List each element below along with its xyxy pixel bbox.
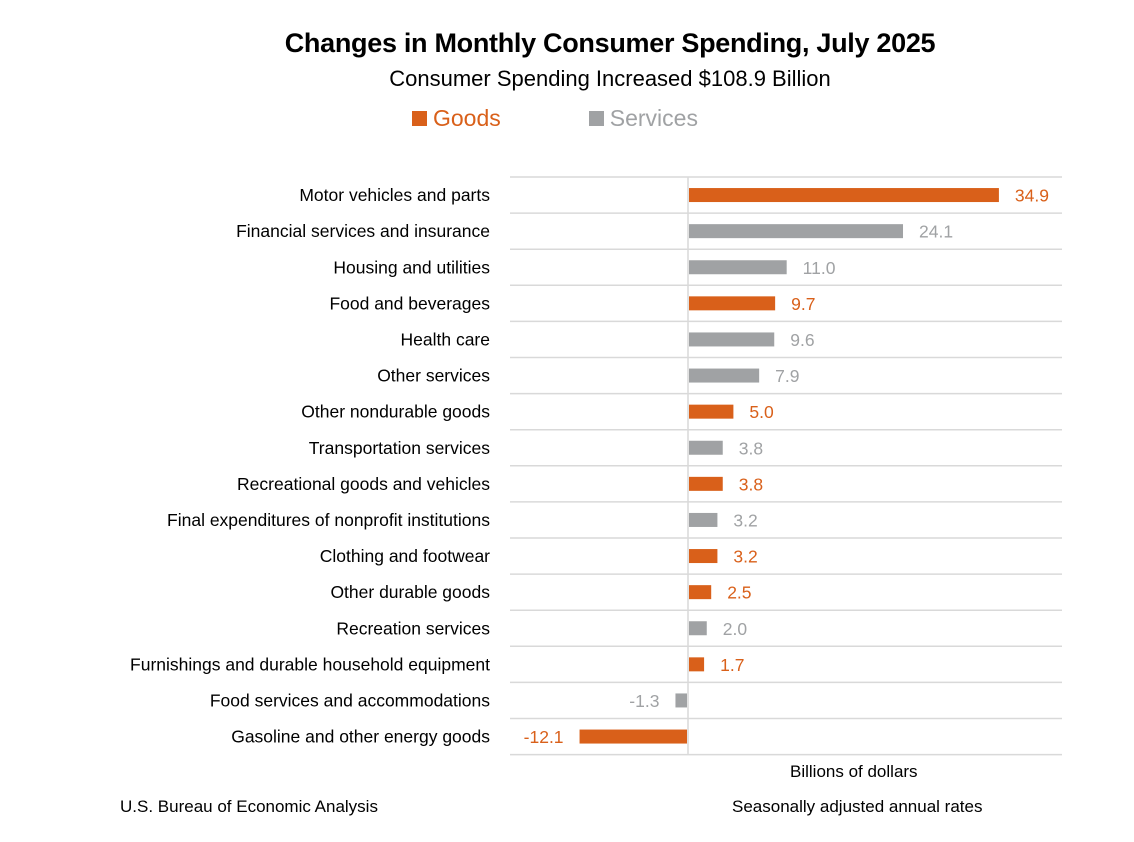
data-label: -1.3 — [629, 691, 659, 711]
category-label: Furnishings and durable household equipm… — [130, 654, 490, 674]
legend-swatch-goods — [412, 111, 427, 126]
data-label: 3.8 — [739, 474, 763, 494]
bar — [689, 260, 787, 275]
bar — [689, 657, 705, 672]
category-label: Other nondurable goods — [301, 402, 490, 422]
legend: Goods Services — [412, 105, 786, 132]
data-label: 11.0 — [803, 258, 836, 278]
bar — [689, 332, 775, 347]
source-note: U.S. Bureau of Economic Analysis — [120, 797, 378, 816]
category-label: Motor vehicles and parts — [299, 185, 490, 205]
legend-item-services: Services — [588, 105, 698, 132]
legend-item-goods: Goods — [412, 105, 501, 132]
bar — [689, 224, 904, 239]
data-label: 3.2 — [733, 510, 757, 530]
bar — [689, 512, 718, 527]
x-axis-label: Billions of dollars — [790, 762, 918, 781]
data-label: 9.6 — [790, 330, 814, 350]
category-label: Final expenditures of nonprofit institut… — [167, 510, 490, 530]
category-label: Food and beverages — [329, 293, 490, 313]
bar — [689, 188, 999, 203]
data-label: 7.9 — [775, 366, 799, 386]
rate-note: Seasonally adjusted annual rates — [732, 797, 983, 816]
category-label: Transportation services — [309, 438, 490, 458]
bar — [689, 404, 734, 419]
data-label: 3.8 — [739, 438, 763, 458]
data-label: 34.9 — [1015, 186, 1049, 206]
chart-subtitle: Consumer Spending Increased $108.9 Billi… — [389, 66, 831, 91]
data-label: 9.7 — [791, 294, 815, 314]
category-label: Housing and utilities — [333, 257, 490, 277]
category-label: Gasoline and other energy goods — [231, 727, 490, 747]
category-label: Food services and accommodations — [210, 690, 490, 710]
legend-label-services: Services — [609, 105, 698, 131]
bar — [675, 693, 687, 708]
bar — [689, 585, 712, 600]
data-label: 24.1 — [919, 222, 953, 242]
category-label: Clothing and footwear — [320, 546, 490, 566]
category-label: Other durable goods — [330, 582, 490, 602]
legend-swatch-services — [588, 111, 604, 126]
bar — [689, 549, 718, 564]
data-label: -12.1 — [524, 727, 564, 747]
bar — [689, 476, 723, 491]
legend-label-goods: Goods — [433, 105, 501, 131]
category-label: Financial services and insurance — [236, 221, 490, 241]
bar — [579, 729, 687, 744]
category-label: Health care — [401, 329, 491, 349]
bar — [689, 368, 760, 383]
bar — [689, 440, 723, 455]
category-label: Other services — [377, 366, 490, 386]
category-label: Recreational goods and vehicles — [237, 474, 490, 494]
data-label: 2.5 — [727, 583, 751, 603]
data-label: 3.2 — [733, 547, 757, 567]
data-label: 2.0 — [723, 619, 748, 639]
data-label: 1.7 — [720, 655, 744, 675]
bar — [689, 296, 776, 311]
chart-title: Changes in Monthly Consumer Spending, Ju… — [284, 28, 936, 58]
data-label: 5.0 — [749, 402, 774, 422]
category-label: Recreation services — [336, 618, 490, 638]
bar — [689, 621, 707, 636]
